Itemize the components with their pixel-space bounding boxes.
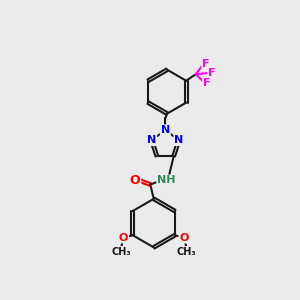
Text: NH: NH [157,176,176,185]
Text: F: F [203,78,211,88]
Text: N: N [147,135,156,145]
Text: O: O [119,232,128,242]
Text: CH₃: CH₃ [112,247,131,257]
Text: N: N [161,125,170,135]
Text: O: O [179,232,189,242]
Text: O: O [130,174,140,187]
Text: F: F [202,59,209,69]
Text: N: N [174,135,184,145]
Text: F: F [208,68,215,78]
Text: CH₃: CH₃ [176,247,196,257]
